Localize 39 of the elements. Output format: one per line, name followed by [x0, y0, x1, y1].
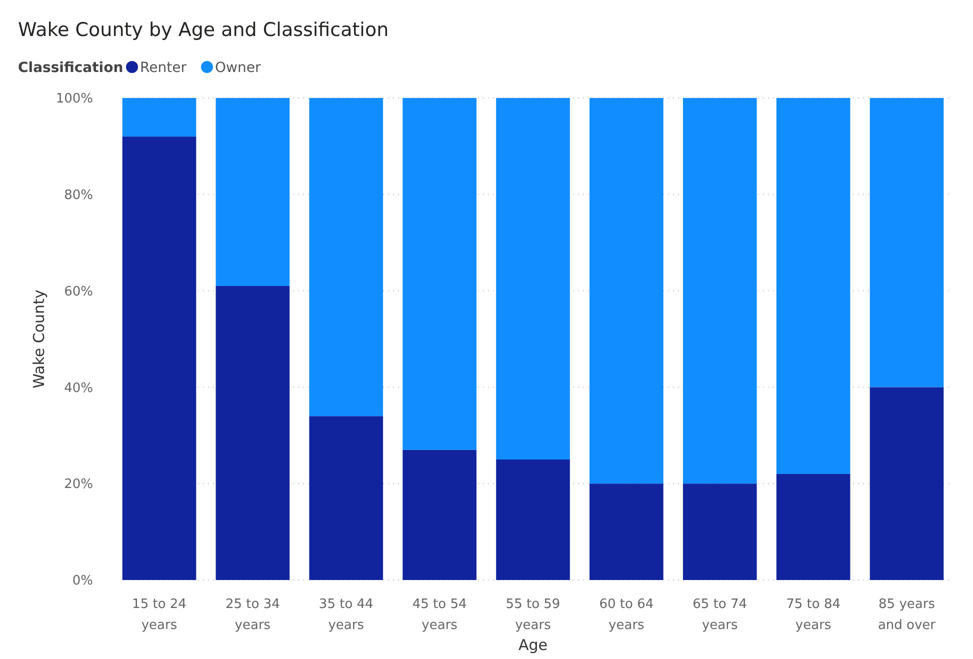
bar — [216, 98, 290, 286]
bar — [402, 98, 476, 450]
y-tick-label: 20% — [64, 477, 93, 492]
y-tick-label: 80% — [64, 188, 93, 203]
legend-title: Classification — [18, 60, 124, 76]
bar — [590, 98, 664, 484]
bar — [682, 98, 757, 484]
bar — [870, 387, 944, 580]
legend-label: Renter — [140, 60, 187, 76]
x-tick-label: 45 to 54 years — [412, 597, 467, 633]
y-tick-label: 60% — [64, 284, 93, 300]
bar — [776, 474, 850, 580]
legend-label: Owner — [215, 60, 261, 76]
bar — [309, 416, 384, 580]
x-tick-label: 25 to 34 years — [225, 597, 280, 633]
x-tick-label: 35 to 44 years — [318, 597, 374, 633]
bar — [309, 98, 384, 416]
y-axis-title: Wake County — [30, 290, 48, 388]
bar — [496, 460, 570, 580]
bar — [590, 484, 664, 580]
x-tick-label: 60 to 64 years — [599, 597, 654, 633]
bar — [870, 98, 944, 388]
x-tick-label: 15 to 24 years — [132, 597, 186, 633]
bar — [496, 98, 570, 460]
y-tick-label: 40% — [64, 380, 93, 396]
bar — [122, 136, 196, 580]
bar — [216, 286, 290, 580]
bar — [776, 98, 850, 474]
x-tick-label: 75 to 84 years — [786, 597, 841, 633]
x-tick-label: 65 to 74 years — [692, 597, 748, 633]
bar — [682, 484, 757, 580]
x-tick-label: 55 to 59 years — [506, 597, 560, 633]
x-tick-label: 85 years and over — [878, 597, 936, 633]
bar — [122, 98, 196, 137]
y-tick-label: 100% — [56, 92, 93, 107]
y-tick-label: 0% — [72, 574, 93, 589]
x-axis-title: Age — [518, 636, 548, 654]
bar — [402, 450, 476, 580]
chart-title: Wake County by Age and Classification — [18, 19, 389, 41]
